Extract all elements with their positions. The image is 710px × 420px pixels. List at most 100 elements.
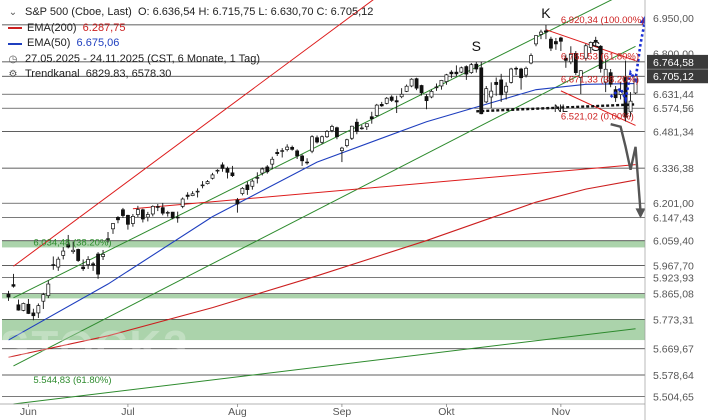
candle-body xyxy=(285,146,290,150)
candle-body xyxy=(265,166,270,173)
candle xyxy=(409,78,414,88)
candle-body xyxy=(56,258,61,268)
candle xyxy=(145,211,150,222)
candle-body xyxy=(51,264,56,266)
candle-body xyxy=(280,150,285,152)
candle-body xyxy=(549,38,553,49)
y-tick: 6.059,40 xyxy=(653,236,694,248)
candle-body xyxy=(529,55,533,64)
candle-body xyxy=(150,206,155,215)
candle xyxy=(434,83,439,91)
candle xyxy=(295,149,300,160)
candle xyxy=(628,92,633,117)
legend-ema200-row[interactable]: EMA(200) 6.287,75 xyxy=(6,21,373,37)
candle xyxy=(330,124,334,133)
y-tick: 6.481,34 xyxy=(653,126,694,138)
forecast-down-path xyxy=(610,123,642,212)
candle xyxy=(150,205,155,217)
candle-body xyxy=(524,67,528,76)
candle-body xyxy=(170,211,175,219)
candle xyxy=(404,84,409,93)
candle-body xyxy=(215,169,220,172)
candle-body xyxy=(255,177,260,179)
candle xyxy=(91,261,95,271)
candle xyxy=(539,29,543,40)
y-tick: 6.950,00 xyxy=(653,13,694,25)
candle-body xyxy=(180,198,185,207)
candle-body xyxy=(354,121,359,132)
y-tick-label: 5.504,65 xyxy=(653,392,694,404)
candle xyxy=(86,256,91,269)
candle xyxy=(633,73,638,95)
candle-body xyxy=(424,96,429,102)
candle xyxy=(56,256,61,271)
y-tick: 5.504,65 xyxy=(653,392,694,404)
x-tick-label: Jul xyxy=(121,406,134,418)
y-tick-label: 5.923,93 xyxy=(653,272,694,284)
candle-body xyxy=(135,209,140,215)
candle-body xyxy=(583,45,588,59)
candle xyxy=(335,126,339,140)
candle-body xyxy=(439,80,444,87)
candle-body xyxy=(578,70,583,78)
candle-body xyxy=(160,207,165,214)
candle-body xyxy=(593,39,598,42)
y-tick-box xyxy=(647,54,708,69)
candle-body xyxy=(414,78,419,89)
candle-body xyxy=(6,293,11,298)
ema200-swatch xyxy=(8,27,22,30)
candle xyxy=(111,222,115,234)
y-tick-label: 6.705,12 xyxy=(653,71,694,83)
y-tick: 5.967,70 xyxy=(653,261,694,273)
candle xyxy=(374,103,379,117)
y-tick: 6.336,38 xyxy=(653,163,694,175)
candle xyxy=(101,249,105,260)
candle xyxy=(285,144,290,152)
y-tick-label: 6.950,00 xyxy=(653,13,694,25)
candle xyxy=(310,135,314,154)
watermark: STOCK3 xyxy=(0,322,190,371)
candle-body xyxy=(419,85,424,94)
candle xyxy=(568,46,573,65)
y-tick-label: 6.201,00 xyxy=(653,198,694,210)
channel-trendline xyxy=(13,0,613,299)
legend-channel-row[interactable]: ⚙ Trendkanal 6829.83, 6578.30 xyxy=(6,67,373,83)
support-zone xyxy=(2,240,645,248)
candle xyxy=(588,41,593,54)
candle xyxy=(578,70,583,95)
candle-body xyxy=(205,181,210,185)
legend-ema50-row[interactable]: EMA(50) 6.675,06 xyxy=(6,36,373,52)
candle-body xyxy=(544,30,548,33)
candle-body xyxy=(36,305,41,314)
candle xyxy=(106,232,110,243)
candle-body xyxy=(394,100,399,103)
candle xyxy=(549,36,553,52)
candle xyxy=(250,179,255,190)
candle xyxy=(180,197,185,209)
fibonacci-label: 6.920,34 (100.00%) xyxy=(561,15,644,26)
candle xyxy=(126,214,130,230)
candle xyxy=(424,94,429,110)
x-tick-label: Aug xyxy=(228,406,247,418)
y-tick: 5.669,67 xyxy=(653,344,694,356)
candle xyxy=(558,36,563,52)
y-tick-label: 5.967,70 xyxy=(653,261,694,273)
candle xyxy=(21,302,26,312)
period-text: 27.05.2025 - 24.11.2025 (CST, 6 Monate, … xyxy=(25,52,261,65)
candle xyxy=(170,211,175,220)
ema200-value: 6.287,75 xyxy=(82,21,126,34)
candle xyxy=(205,180,210,185)
candle xyxy=(414,77,419,91)
y-tick: 6.631,44 xyxy=(653,89,694,101)
clock-icon: ◷ xyxy=(8,53,18,65)
resistance-trendline xyxy=(560,90,636,126)
candle xyxy=(593,36,598,47)
candle xyxy=(61,247,66,260)
channel-trendline xyxy=(13,45,636,367)
candle-body xyxy=(111,223,115,230)
chevron-down-icon[interactable]: ⌄ xyxy=(8,7,18,18)
candle xyxy=(399,88,404,99)
candle xyxy=(155,203,160,212)
candle xyxy=(26,298,31,315)
